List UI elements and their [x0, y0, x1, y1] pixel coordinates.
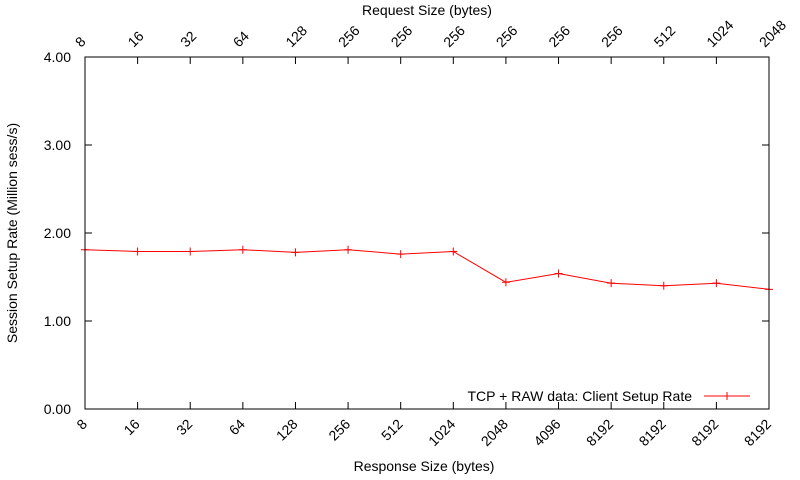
x-tick-label-response: 1024	[425, 416, 458, 449]
x2-tick-label-request: 64	[230, 28, 252, 50]
x2-tick-label-request: 128	[282, 22, 310, 50]
x-tick-label-response: 128	[273, 416, 301, 444]
data-point-marker	[238, 245, 247, 254]
y-tick-label: 2.00	[44, 225, 71, 241]
data-point-marker	[396, 250, 405, 259]
series-line	[84, 249, 770, 290]
series-layer	[81, 245, 773, 294]
legend: TCP + RAW data: Client Setup Rate	[468, 388, 750, 404]
data-point-marker	[712, 279, 721, 288]
x-axis-title: Response Size (bytes)	[354, 458, 495, 474]
x2-tick-label-request: 256	[335, 22, 363, 50]
x2-tick-label-request: 512	[651, 22, 679, 50]
data-point-marker	[554, 269, 563, 278]
x2-tick-label-request: 256	[387, 22, 415, 50]
x2-tick-label-request: 256	[598, 22, 626, 50]
x-tick-label-response: 8192	[636, 416, 669, 449]
data-point-marker	[133, 247, 142, 256]
y-axis-title: Session Setup Rate (Million sess/s)	[4, 123, 20, 343]
x-tick-label-response: 32	[173, 416, 195, 438]
data-point-marker	[186, 247, 195, 256]
x-tick-label-response: 4096	[530, 416, 563, 449]
data-point-marker	[659, 281, 668, 290]
x2-tick-label-request: 256	[440, 22, 468, 50]
y-axis-ticks: 0.00 1.00 2.00 3.00 4.00	[44, 49, 769, 417]
x-tick-label-response: 8192	[583, 416, 616, 449]
y-tick-label: 1.00	[44, 313, 71, 329]
plot-frame	[84, 56, 770, 410]
x-tick-label-response: 2048	[478, 416, 511, 449]
x2-tick-label-request: 2048	[756, 17, 789, 50]
y-tick-label: 4.00	[44, 49, 71, 65]
x-tick-label-response: 512	[378, 416, 406, 444]
data-point-marker	[291, 248, 300, 257]
x-tick-label-response: 16	[120, 416, 142, 438]
x2-tick-label-request: 32	[177, 28, 199, 50]
x2-tick-label-request: 16	[124, 28, 146, 50]
data-point-marker	[501, 278, 510, 287]
x-tick-label-response: 8192	[688, 416, 721, 449]
y-tick-label: 0.00	[44, 401, 71, 417]
x2-tick-label-request: 256	[545, 22, 573, 50]
data-point-marker	[449, 247, 458, 256]
x-tick-label-response: 8	[73, 416, 90, 433]
y-tick-label: 3.00	[44, 137, 71, 153]
x-tick-label-response: 256	[325, 416, 353, 444]
x2-tick-label-request: 8	[72, 33, 89, 50]
x-tick-label-response: 8192	[741, 416, 774, 449]
legend-label: TCP + RAW data: Client Setup Rate	[468, 388, 693, 404]
x2-tick-label-request: 256	[493, 22, 521, 50]
x-axis-ticks: 8 8 16 16 32 32 64 64 128 128 256 256 512 256 1024 256 2…	[72, 17, 789, 450]
data-point-marker	[344, 245, 353, 254]
legend-marker	[723, 392, 731, 400]
x-tick-label-response: 64	[226, 416, 248, 438]
x2-tick-label-request: 1024	[703, 17, 736, 50]
x2-axis-title: Request Size (bytes)	[362, 2, 492, 18]
data-point-marker	[607, 279, 616, 288]
